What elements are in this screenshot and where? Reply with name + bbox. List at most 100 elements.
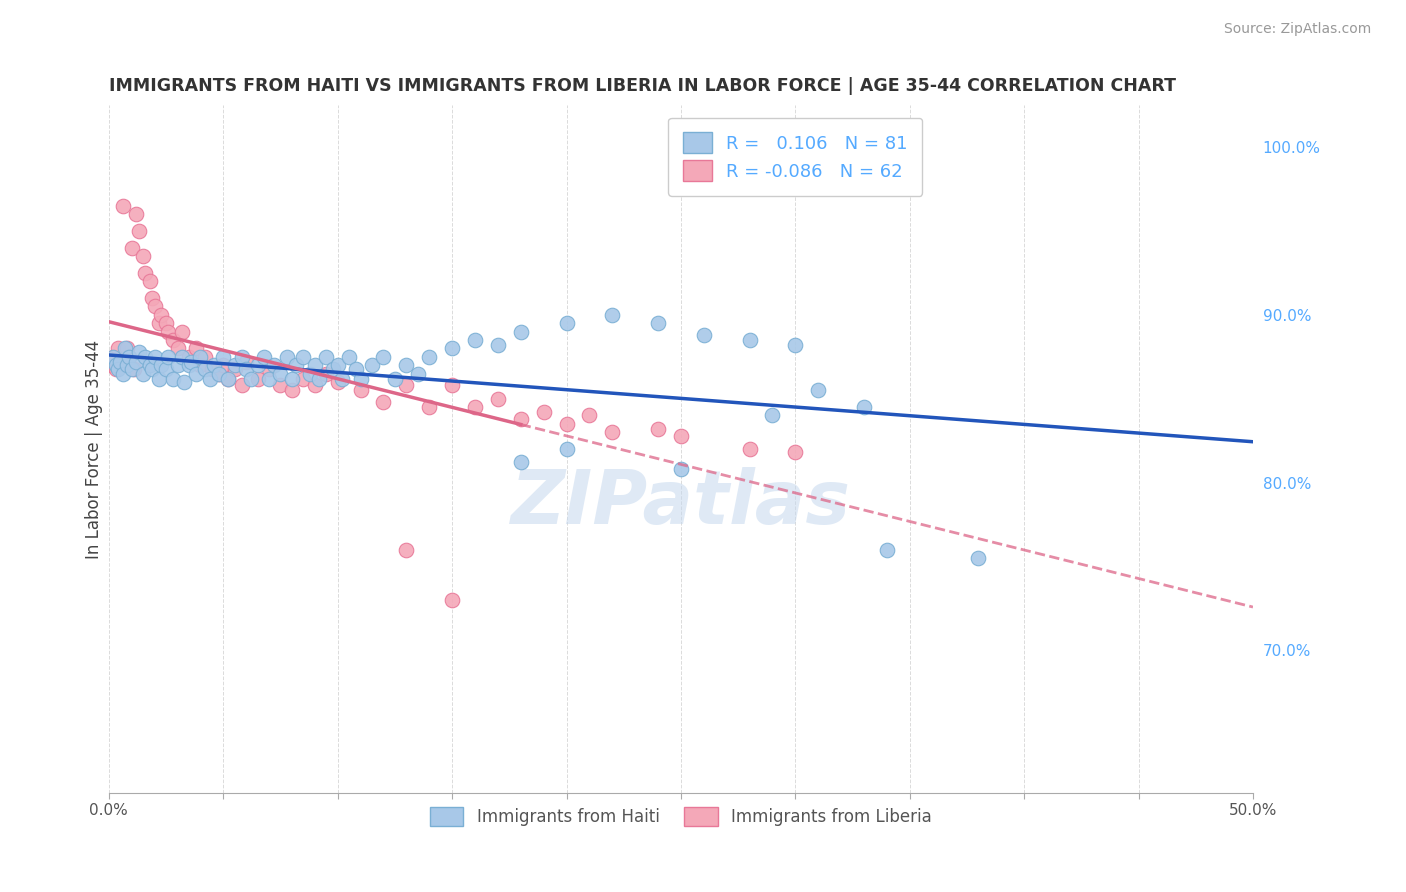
Point (118, 350, 141, 364)
Point (269, 378, 291, 392)
Point (155, 361, 177, 376)
Point (299, 367, 322, 381)
Point (509, 412, 531, 426)
Point (239, 371, 262, 385)
Point (600, 425, 623, 440)
Point (115, 358, 138, 372)
Point (139, 358, 162, 372)
Point (212, 358, 235, 372)
Point (555, 442, 578, 456)
Point (330, 371, 353, 385)
Point (121, 241, 143, 255)
Point (100, 358, 122, 372)
Point (157, 325, 180, 339)
Point (208, 367, 231, 381)
Point (231, 350, 253, 364)
Point (269, 367, 291, 381)
Point (141, 291, 163, 305)
Point (125, 207, 148, 221)
Point (441, 378, 464, 392)
Point (876, 542, 898, 557)
Point (184, 342, 207, 356)
Point (166, 342, 188, 356)
Point (224, 358, 246, 372)
Point (304, 378, 326, 392)
Point (464, 333, 486, 347)
Text: Source: ZipAtlas.com: Source: ZipAtlas.com (1223, 22, 1371, 37)
Legend: Immigrants from Haiti, Immigrants from Liberia: Immigrants from Haiti, Immigrants from L… (423, 800, 939, 832)
Point (738, 442, 761, 456)
Point (555, 417, 578, 431)
Point (555, 316, 578, 330)
Point (125, 355, 148, 369)
Point (157, 350, 180, 364)
Point (128, 224, 150, 238)
Point (231, 378, 253, 392)
Point (198, 371, 221, 385)
Point (224, 361, 246, 376)
Point (533, 405, 555, 419)
Point (212, 350, 235, 364)
Point (322, 361, 344, 376)
Point (647, 316, 669, 330)
Point (349, 384, 371, 398)
Point (128, 344, 150, 359)
Point (373, 395, 395, 409)
Point (150, 358, 173, 372)
Point (785, 338, 807, 352)
Point (509, 325, 531, 339)
Point (148, 316, 170, 330)
Point (172, 350, 194, 364)
Point (292, 350, 315, 364)
Point (326, 375, 349, 389)
Point (201, 361, 224, 376)
Point (155, 316, 177, 330)
Point (107, 342, 129, 356)
Point (669, 428, 692, 442)
Point (349, 371, 371, 385)
Point (162, 333, 184, 347)
Point (418, 350, 440, 364)
Point (647, 422, 669, 436)
Point (202, 358, 225, 372)
Point (257, 361, 280, 376)
Point (253, 350, 276, 364)
Point (308, 371, 330, 385)
Point (194, 350, 217, 364)
Point (384, 371, 406, 385)
Point (103, 350, 125, 364)
Point (326, 358, 349, 372)
Point (111, 367, 134, 381)
Point (276, 350, 298, 364)
Point (600, 308, 623, 322)
Point (110, 355, 132, 369)
Point (509, 455, 531, 469)
Point (143, 350, 166, 364)
Point (122, 361, 145, 376)
Point (281, 384, 304, 398)
Point (246, 358, 269, 372)
Point (107, 361, 129, 376)
Point (315, 350, 337, 364)
Point (578, 409, 600, 423)
Point (395, 358, 418, 372)
Point (132, 249, 155, 263)
Point (785, 445, 807, 459)
Point (114, 342, 136, 356)
Point (111, 199, 134, 213)
Point (235, 361, 257, 376)
Point (177, 350, 200, 364)
Point (134, 350, 156, 364)
Point (115, 342, 138, 356)
Point (104, 361, 127, 376)
Point (441, 342, 464, 356)
Point (395, 378, 418, 392)
Point (208, 367, 231, 381)
Text: IMMIGRANTS FROM HAITI VS IMMIGRANTS FROM LIBERIA IN LABOR FORCE | AGE 35-44 CORR: IMMIGRANTS FROM HAITI VS IMMIGRANTS FROM… (108, 78, 1175, 95)
Point (194, 361, 217, 376)
Point (180, 355, 202, 369)
Point (761, 409, 783, 423)
Point (190, 350, 212, 364)
Point (738, 333, 761, 347)
Point (148, 371, 170, 385)
